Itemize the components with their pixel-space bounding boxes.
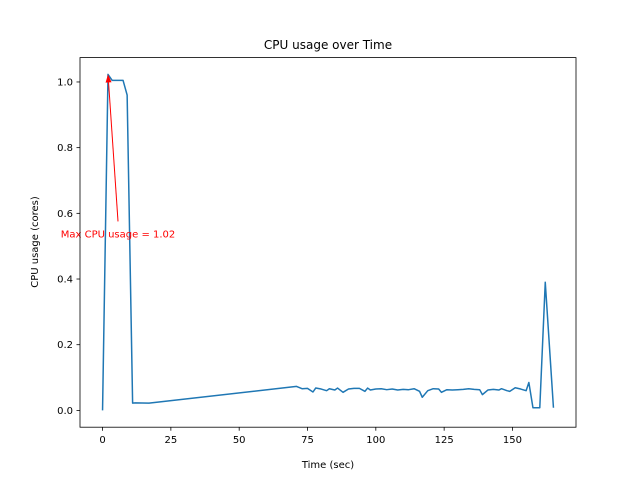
y-tick-label: 0.2 [57,340,73,351]
x-tick-label: 150 [503,435,522,446]
x-tick-label: 50 [233,435,246,446]
annotation: Max CPU usage = 1.02 [61,229,176,240]
y-tick-label: 0.4 [57,275,73,286]
x-tick-label: 0 [99,435,105,446]
y-tick-label: 0.8 [57,143,73,154]
annotation-arrowhead [105,74,112,83]
data-line [101,73,555,411]
y-axis-label: CPU usage (cores) [30,196,41,288]
annotation-arrow [108,82,119,222]
y-tick-label: 1.0 [57,77,73,88]
x-tick-label: 25 [164,435,177,446]
x-axis-label: Time (sec) [301,460,354,471]
x-tick-label: 75 [301,435,314,446]
y-tick-label: 0.0 [57,406,73,417]
x-tick-label: 125 [435,435,454,446]
y-tick-label: 0.6 [57,209,73,220]
chart-title: CPU usage over Time [264,38,392,52]
plot-frame [79,57,577,428]
x-tick-label: 100 [366,435,385,446]
